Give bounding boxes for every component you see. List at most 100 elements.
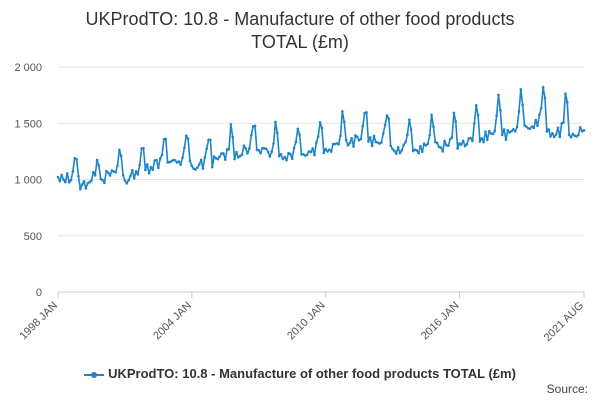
data-point — [158, 157, 162, 160]
y-tick-label: 1 500 — [14, 118, 42, 130]
data-point — [450, 136, 454, 139]
data-point — [558, 135, 562, 139]
data-point — [142, 147, 145, 150]
data-point — [157, 166, 160, 170]
data-point — [229, 123, 233, 126]
x-tick-label: 2010 JAN — [285, 300, 328, 343]
data-point — [368, 136, 372, 139]
data-point — [473, 122, 476, 125]
data-point — [326, 150, 329, 153]
y-tick-label: 2 000 — [14, 62, 42, 74]
data-point — [218, 155, 221, 158]
data-point — [315, 141, 318, 145]
data-point — [294, 140, 298, 144]
x-tick-label: 1998 JAN — [17, 300, 60, 343]
data-point — [357, 139, 361, 142]
data-point — [456, 147, 459, 150]
data-point — [355, 135, 359, 139]
data-point — [487, 129, 491, 133]
data-point — [461, 139, 465, 143]
data-point — [266, 150, 270, 154]
data-point — [359, 137, 363, 141]
data-point — [119, 154, 123, 158]
data-point — [97, 164, 101, 167]
data-point — [253, 124, 257, 128]
y-tick-label: 500 — [24, 231, 42, 243]
data-point — [339, 134, 342, 138]
data-point — [84, 187, 88, 190]
data-point — [108, 174, 112, 177]
data-point — [393, 149, 396, 153]
data-point — [383, 123, 387, 127]
data-point — [571, 132, 575, 136]
data-point — [199, 158, 203, 162]
data-point — [439, 146, 443, 149]
data-point — [415, 149, 419, 152]
data-point — [65, 172, 69, 175]
data-point — [114, 170, 117, 174]
data-point — [99, 177, 103, 181]
data-point — [223, 158, 227, 161]
data-point — [411, 149, 415, 153]
data-point — [528, 127, 532, 130]
data-point — [484, 130, 487, 133]
data-point — [149, 165, 153, 169]
data-point — [188, 159, 192, 163]
data-point — [422, 142, 426, 146]
data-point — [289, 152, 292, 156]
data-point — [545, 130, 549, 133]
data-point — [324, 147, 327, 151]
data-point — [201, 167, 205, 170]
data-point — [131, 168, 134, 172]
data-point — [578, 126, 582, 129]
data-point — [75, 157, 78, 161]
legend[interactable]: UKProdTO: 10.8 - Manufacture of other fo… — [0, 366, 600, 381]
data-point — [300, 152, 303, 156]
data-point — [227, 147, 231, 151]
data-point — [244, 147, 248, 150]
data-point — [491, 132, 495, 136]
chart-title-line-1: UKProdTO: 10.8 - Manufacture of other fo… — [85, 9, 515, 29]
data-point — [512, 128, 515, 131]
data-point — [259, 151, 262, 155]
data-point — [582, 129, 586, 132]
data-point — [250, 133, 253, 137]
data-point — [216, 157, 220, 161]
data-point — [268, 155, 272, 158]
data-point — [460, 143, 463, 147]
data-point — [264, 147, 268, 150]
data-point — [381, 132, 385, 135]
data-point — [523, 123, 526, 127]
data-point — [248, 147, 251, 150]
data-point — [238, 154, 242, 158]
data-point — [432, 125, 435, 129]
data-point — [292, 146, 296, 150]
data-point — [380, 141, 383, 144]
data-point — [404, 140, 407, 144]
data-point — [177, 160, 181, 163]
data-point — [532, 126, 536, 130]
y-tick-label: 0 — [36, 287, 42, 299]
data-point — [190, 164, 194, 168]
data-point — [67, 181, 71, 184]
data-point — [173, 158, 177, 162]
data-point — [480, 137, 484, 140]
data-point — [352, 145, 355, 148]
data-point — [160, 153, 164, 157]
data-point — [240, 153, 244, 156]
data-point — [305, 153, 309, 157]
data-point — [116, 164, 119, 167]
data-point — [127, 178, 130, 182]
data-point — [575, 135, 578, 138]
data-point — [236, 156, 240, 159]
data-point — [510, 129, 513, 133]
data-point — [246, 151, 249, 155]
data-point — [77, 174, 80, 178]
data-point — [225, 148, 229, 151]
data-point — [285, 158, 288, 162]
data-point — [129, 174, 132, 178]
data-point — [125, 182, 129, 185]
data-point — [337, 142, 340, 146]
data-point — [389, 144, 393, 148]
